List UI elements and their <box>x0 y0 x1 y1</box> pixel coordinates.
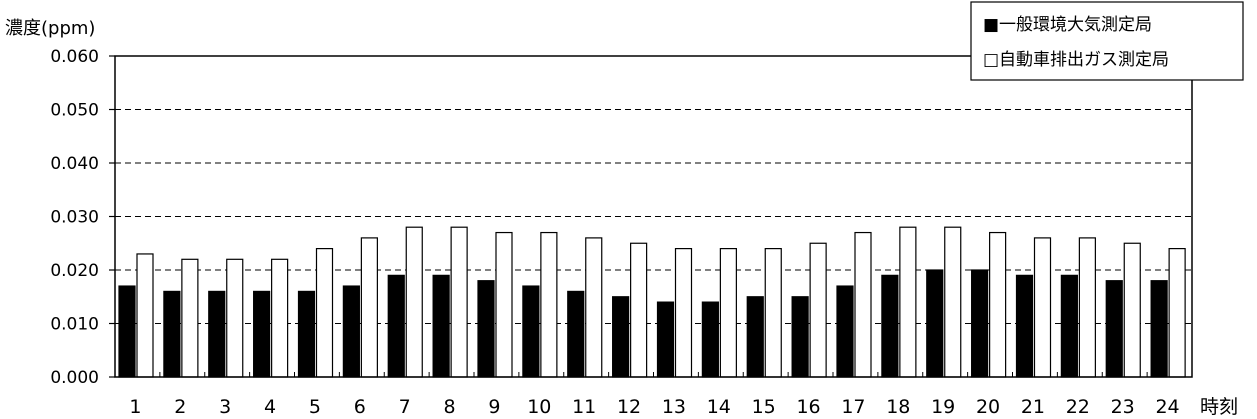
x-tick-label: 8 <box>444 396 456 418</box>
x-tick-label: 22 <box>1066 396 1090 418</box>
legend-item-general: ■一般環境大気測定局 <box>983 15 1152 35</box>
x-tick-label: 7 <box>399 396 411 418</box>
x-tick-label: 13 <box>662 396 686 418</box>
bar-general <box>432 274 450 378</box>
x-tick-label: 6 <box>354 396 366 418</box>
bars <box>118 226 1186 378</box>
x-axis-tick-marks <box>159 372 1148 377</box>
bar-roadside <box>585 237 603 378</box>
bar-roadside <box>764 248 782 378</box>
bar-general <box>836 285 854 378</box>
x-axis-label: 時刻 <box>1200 396 1238 418</box>
x-tick-label: 3 <box>219 396 231 418</box>
y-tick-label: 0.020 <box>50 261 99 281</box>
bar-roadside <box>226 258 244 378</box>
bar-general <box>118 285 136 378</box>
y-tick-label: 0.050 <box>50 101 99 121</box>
bar-roadside <box>1078 237 1096 378</box>
bar-roadside <box>450 226 468 378</box>
bar-roadside <box>405 226 423 378</box>
x-tick-label: 15 <box>752 396 776 418</box>
bar-roadside <box>136 253 154 378</box>
y-axis-label: 濃度(ppm) <box>5 18 95 39</box>
x-tick-label: 23 <box>1111 396 1135 418</box>
y-axis-tick-labels: 0.000 0.010 0.020 0.030 0.040 0.050 0.060 <box>50 47 115 388</box>
bar-roadside <box>181 258 199 378</box>
bar-general <box>163 290 181 378</box>
bar-roadside <box>1123 242 1141 378</box>
bar-general <box>1015 274 1034 378</box>
bar-general <box>477 280 495 378</box>
x-tick-label: 12 <box>617 396 641 418</box>
bar-general <box>971 269 989 378</box>
x-tick-label: 11 <box>572 396 596 418</box>
bar-roadside <box>630 242 648 378</box>
x-tick-label: 4 <box>264 396 276 418</box>
y-tick-label: 0.030 <box>50 208 99 228</box>
bar-general <box>387 274 405 378</box>
bar-general <box>612 296 630 378</box>
bar-roadside <box>271 258 289 378</box>
bar-general <box>701 301 719 378</box>
bar-roadside <box>1033 237 1052 378</box>
bar-general <box>567 290 585 378</box>
y-tick-label: 0.040 <box>50 154 99 174</box>
bar-roadside <box>674 248 693 378</box>
x-tick-label: 5 <box>309 396 321 418</box>
bar-general <box>297 290 316 378</box>
x-tick-label: 24 <box>1155 396 1179 418</box>
y-tick-label: 0.060 <box>50 47 99 67</box>
x-tick-label: 14 <box>707 396 731 418</box>
x-tick-label: 9 <box>488 396 500 418</box>
bar-general <box>1150 280 1168 378</box>
x-tick-label: 19 <box>931 396 955 418</box>
bar-general <box>1105 280 1123 378</box>
bar-roadside <box>989 231 1007 378</box>
bar-roadside <box>360 237 378 378</box>
x-tick-label: 1 <box>129 396 141 418</box>
bar-general <box>253 290 271 378</box>
bar-roadside <box>719 248 737 378</box>
x-tick-label: 2 <box>174 396 186 418</box>
x-tick-label: 20 <box>976 396 1000 418</box>
bar-roadside <box>809 242 827 378</box>
bar-general <box>1060 274 1078 378</box>
x-tick-label: 21 <box>1021 396 1045 418</box>
bar-general <box>656 301 675 378</box>
bar-general <box>522 285 540 378</box>
x-tick-label: 18 <box>886 396 910 418</box>
bar-roadside <box>495 231 513 378</box>
legend: ■一般環境大気測定局 □自動車排出ガス測定局 <box>970 1 1244 81</box>
bar-roadside <box>315 248 334 378</box>
bar-general <box>342 285 360 378</box>
x-tick-label: 10 <box>527 396 551 418</box>
bar-roadside <box>540 231 558 378</box>
x-tick-label: 16 <box>796 396 820 418</box>
bar-general <box>208 290 226 378</box>
bar-roadside <box>944 226 962 378</box>
bar-roadside <box>854 231 872 378</box>
bar-general <box>746 296 764 378</box>
bar-general <box>791 296 809 378</box>
bar-general <box>926 269 944 378</box>
y-tick-label: 0.000 <box>50 368 99 388</box>
y-tick-label: 0.010 <box>50 315 99 335</box>
bar-roadside <box>899 226 917 378</box>
legend-item-roadside: □自動車排出ガス測定局 <box>983 50 1169 70</box>
legend-box <box>970 1 1244 81</box>
bar-general <box>881 274 899 378</box>
x-tick-label: 17 <box>841 396 865 418</box>
x-axis-tick-labels: 1 2 3 4 5 6 7 8 9 10 11 12 13 14 15 16 17 18 19 20 21 22 23 24 <box>129 396 1179 418</box>
bar-roadside <box>1168 248 1186 378</box>
